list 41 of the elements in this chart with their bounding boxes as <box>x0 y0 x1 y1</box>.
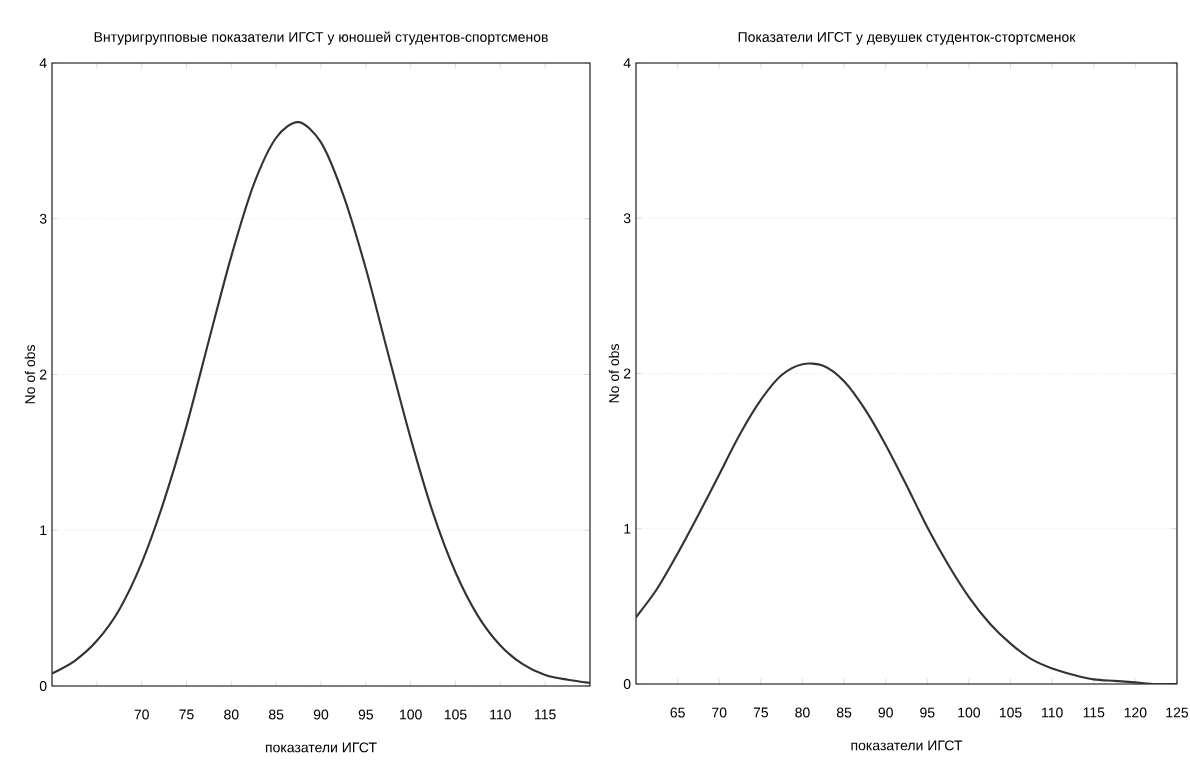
chart-title: Показатели ИГСТ у девушек студенток-стортсменок <box>738 32 1076 45</box>
x-tick-label: 115 <box>535 709 556 720</box>
x-tick-label: 75 <box>753 707 769 718</box>
x-tick-label: 95 <box>920 707 935 718</box>
y-tick-label: 1 <box>624 523 631 534</box>
x-tick-label: 110 <box>1042 707 1063 718</box>
x-tick-label: 65 <box>670 707 685 718</box>
x-tick-label: 100 <box>958 707 981 718</box>
x-tick-label: 70 <box>134 709 149 720</box>
x-tick-label: 75 <box>179 709 194 720</box>
x-tick-label: 80 <box>224 709 239 720</box>
x-tick-label: 125 <box>1166 707 1189 718</box>
x-tick-label: 85 <box>268 709 284 720</box>
x-tick-label: 110 <box>490 709 511 720</box>
line-series <box>52 121 590 684</box>
x-tick-label: 90 <box>313 709 329 720</box>
x-axis-title: показатели ИГСТ <box>265 742 377 753</box>
y-tick-label: 3 <box>39 213 47 224</box>
chart-title: Внтуригрупповые показатели ИГСТ у юношей студентов-спортсменов <box>94 31 548 45</box>
x-tick-label: 105 <box>444 709 467 720</box>
line-series <box>636 362 1177 684</box>
x-tick-label: 100 <box>400 709 422 720</box>
x-tick-label: 70 <box>712 707 727 718</box>
y-tick-label: 3 <box>623 213 631 224</box>
y-tick-label: 2 <box>623 368 631 379</box>
y-tick-label: 1 <box>40 525 47 536</box>
x-tick-label: 120 <box>1124 707 1147 718</box>
y-tick-label: 4 <box>623 58 631 68</box>
y-tick-label: 4 <box>39 58 47 68</box>
x-tick-label: 80 <box>795 707 810 718</box>
y-axis-title: No of obs <box>24 345 36 404</box>
x-axis-title: показатели ИГСТ <box>851 740 963 751</box>
x-tick-label: 90 <box>878 707 893 718</box>
y-tick-label: 2 <box>40 369 47 380</box>
x-tick-label: 85 <box>836 707 852 718</box>
x-tick-label: 105 <box>999 707 1022 718</box>
x-tick-label: 115 <box>1083 707 1105 718</box>
y-axis-title: No of obs <box>608 344 620 403</box>
y-tick-label: 0 <box>623 679 631 689</box>
y-tick-label: 0 <box>39 681 47 691</box>
x-tick-label: 95 <box>358 709 374 720</box>
